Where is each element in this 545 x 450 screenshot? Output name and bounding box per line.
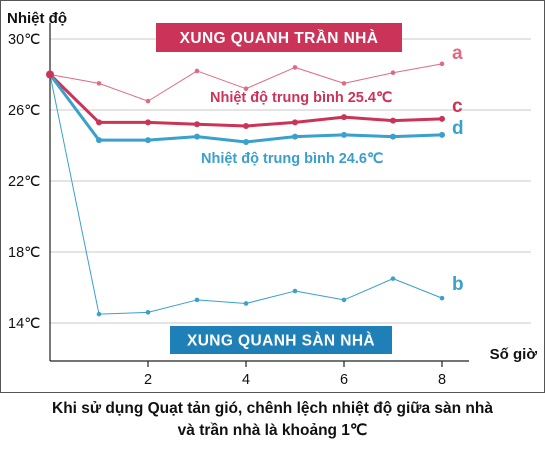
series-b-point	[341, 297, 347, 303]
series-b-point	[96, 311, 102, 317]
y-tick-label: 18℃	[8, 245, 40, 261]
series-b-point	[145, 310, 151, 315]
series-b-label: b	[452, 274, 464, 295]
axes: 30℃ 26℃ 22℃ 18℃ 14℃ 2 4 6 8 Nhiệt độ Số giờ	[7, 10, 537, 388]
series-c: c	[48, 73, 463, 129]
series-d: d	[48, 73, 464, 145]
series-b-point	[390, 276, 396, 281]
series-d-point	[341, 131, 347, 138]
caption-line-1: Khi sử dụng Quạt tản gió, chênh lệch nhi…	[52, 400, 493, 417]
annotation-average-label: Nhiệt độ trung bình 24.6℃	[201, 151, 384, 167]
series-a-point	[243, 86, 249, 91]
series-d-point	[194, 133, 200, 140]
caption-line-2: và trần nhà là khoảng 1℃	[177, 422, 368, 439]
series-a-point	[341, 81, 347, 86]
annotation-box	[170, 326, 392, 354]
series-c-label: c	[452, 96, 463, 117]
x-axis-title: Số giờ	[490, 346, 538, 363]
series-c-point	[194, 121, 200, 128]
series-b-point	[243, 301, 249, 306]
series-a-point	[390, 70, 396, 76]
series-c-point	[292, 119, 298, 126]
series-d-point	[439, 131, 445, 138]
series-d-point	[96, 137, 102, 144]
annotations: XUNG QUANH TRẦN NHÀ XUNG QUANH SÀN NHÀ Nhi…	[156, 23, 402, 354]
y-tick-label: 30℃	[8, 32, 40, 48]
annotation-box-text: XUNG QUANH SÀN NHÀ	[187, 333, 375, 350]
series-c-point	[390, 117, 396, 124]
x-tick-label: 6	[340, 372, 348, 388]
series-c-point	[145, 119, 151, 126]
y-tick-label: 22℃	[8, 174, 40, 190]
annotation-box-text: XUNG QUANH TRẦN NHÀ	[180, 30, 379, 47]
series-c-point	[96, 119, 102, 126]
series-d-label: d	[452, 118, 464, 139]
annotation-box	[156, 23, 402, 52]
chart-caption: Khi sử dụng Quạt tản gió, chênh lệch nhi…	[0, 398, 545, 442]
series-b-point	[439, 295, 445, 301]
series-b: b	[49, 74, 464, 317]
y-axis-title: Nhiệt độ	[7, 10, 67, 27]
series-a-point	[145, 98, 151, 104]
x-tick-label: 4	[242, 372, 250, 388]
x-tick-label: 2	[144, 372, 152, 388]
annotation-average-label: Nhiệt độ trung bình 25.4℃	[210, 90, 393, 106]
series-c-point	[439, 115, 445, 122]
series-a: a	[49, 43, 463, 104]
series-a-point	[292, 65, 298, 70]
series-a-point	[194, 68, 200, 74]
series-d-line	[48, 73, 443, 144]
series-c-point	[243, 122, 249, 129]
series-b-point	[292, 288, 298, 294]
series-b-point	[194, 297, 200, 303]
series-d-point	[390, 133, 396, 140]
series-d-point	[292, 133, 298, 140]
series-a-label: a	[452, 43, 463, 64]
y-tick-label: 26℃	[8, 103, 40, 119]
start-point	[46, 70, 54, 79]
series-a-point	[439, 61, 445, 67]
series-a-point	[96, 81, 102, 86]
y-tick-label: 14℃	[8, 316, 40, 332]
series-d-point	[243, 138, 249, 145]
gridlines	[50, 38, 531, 324]
series-layer: a cd b	[46, 43, 464, 317]
series-d-point	[145, 137, 151, 144]
x-tick-label: 8	[438, 372, 446, 388]
series-c-point	[341, 114, 347, 121]
temperature-chart: 30℃ 26℃ 22℃ 18℃ 14℃ 2 4 6 8 Nhiệt độ Số giờ a cd b X…	[7, 10, 537, 388]
